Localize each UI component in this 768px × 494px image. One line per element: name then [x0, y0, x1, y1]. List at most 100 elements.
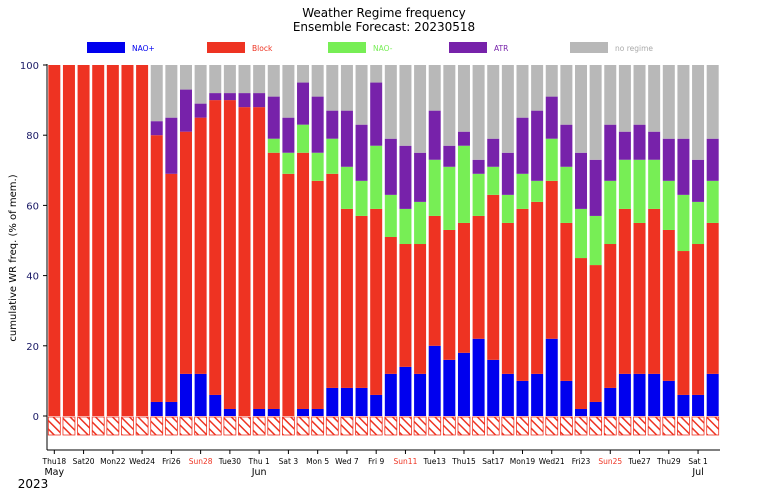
- hatch-cell-23: [384, 416, 398, 436]
- bar-naoplus-45: [706, 373, 719, 416]
- bar-no-regime-24: [399, 65, 412, 146]
- x-tick-label-26: Tue13: [423, 457, 447, 466]
- x-tick-label-24: Sun11: [394, 457, 418, 466]
- bar-naominus-32: [516, 173, 529, 209]
- bar-naoplus-43: [677, 394, 690, 416]
- month-label-jun: Jun: [251, 467, 267, 478]
- bar-no-regime-14: [253, 65, 266, 94]
- bar-atr-36: [575, 152, 588, 209]
- hatch-cell-19: [325, 416, 339, 436]
- bar-no-regime-9: [179, 65, 192, 90]
- bar-no-regime-37: [589, 65, 602, 160]
- bar-naoplus-35: [560, 380, 573, 416]
- bar-naoplus-36: [575, 408, 588, 416]
- bar-naoplus-7: [150, 401, 163, 416]
- bar-atr-20: [340, 110, 353, 167]
- y-tick-label-80: 80: [26, 131, 39, 142]
- bar-block-21: [355, 215, 368, 388]
- x-tick-label-20: Wed 7: [335, 457, 359, 466]
- bar-naoplus-44: [692, 394, 705, 416]
- bar-block-14: [253, 107, 266, 409]
- bar-naoplus-12: [223, 408, 236, 416]
- bar-no-regime-7: [150, 65, 163, 122]
- bar-naoplus-34: [545, 338, 558, 416]
- bar-naoplus-20: [340, 387, 353, 416]
- x-tick-label-30: Sat17: [482, 457, 504, 466]
- hatch-cell-1: [62, 416, 76, 436]
- hatch-cell-13: [238, 416, 251, 436]
- bar-no-regime-23: [384, 65, 397, 139]
- month-label-jul: Jul: [691, 467, 703, 478]
- bar-naominus-16: [282, 152, 295, 174]
- bar-naominus-28: [457, 145, 470, 223]
- hatch-cell-25: [413, 416, 427, 436]
- bar-naominus-15: [267, 138, 280, 153]
- y-tick-label-100: 100: [20, 61, 39, 72]
- bar-block-40: [633, 222, 646, 374]
- bar-block-28: [457, 222, 470, 353]
- bar-atr-23: [384, 138, 397, 195]
- hatch-cell-20: [340, 416, 354, 436]
- bar-naoplus-40: [633, 373, 646, 416]
- chart-title: Weather Regime frequency: [302, 6, 466, 20]
- bar-atr-30: [487, 138, 500, 167]
- bar-atr-44: [692, 159, 705, 202]
- hatch-cell-40: [633, 416, 646, 436]
- hatch-cell-43: [677, 416, 690, 436]
- month-label-may: May: [44, 467, 64, 478]
- bar-naoplus-30: [487, 359, 500, 416]
- bar-naoplus-29: [472, 338, 485, 416]
- bar-no-regime-40: [633, 65, 646, 125]
- bar-block-15: [267, 152, 280, 409]
- bar-atr-25: [414, 152, 427, 202]
- bar-block-10: [194, 117, 207, 374]
- bar-no-regime-32: [516, 65, 529, 118]
- hatch-cell-32: [516, 416, 529, 436]
- bar-atr-34: [545, 96, 558, 139]
- bar-atr-32: [516, 117, 529, 174]
- legend-label-atr: ATR: [494, 44, 508, 53]
- hatch-cell-37: [589, 416, 603, 436]
- y-axis-label: cumulative WR freq. (% of mem.): [8, 174, 19, 341]
- bar-no-regime-41: [648, 65, 661, 132]
- x-tick-label-28: Thu15: [451, 457, 476, 466]
- x-tick-label-12: Tue30: [218, 457, 242, 466]
- bar-no-regime-44: [692, 65, 705, 160]
- bar-block-38: [604, 244, 617, 388]
- bar-no-regime-34: [545, 65, 558, 97]
- bar-naominus-44: [692, 201, 705, 245]
- bar-block-9: [179, 131, 192, 374]
- hatch-cell-14: [252, 416, 266, 436]
- bar-atr-27: [443, 145, 456, 167]
- hatch-cell-18: [311, 416, 325, 436]
- bar-atr-43: [677, 138, 690, 195]
- bar-atr-12: [223, 93, 236, 101]
- x-tick-label-22: Fri 9: [368, 457, 384, 466]
- bar-no-regime-21: [355, 65, 368, 125]
- legend-label-naoplus: NAO+: [132, 44, 155, 53]
- bar-block-0: [48, 65, 61, 416]
- bar-block-34: [545, 180, 558, 339]
- hatch-cell-22: [369, 416, 383, 436]
- hatch-cell-36: [574, 416, 588, 436]
- bar-naoplus-27: [443, 359, 456, 416]
- bar-no-regime-27: [443, 65, 456, 146]
- hatch-cell-42: [662, 416, 676, 436]
- bar-naoplus-37: [589, 401, 602, 416]
- hatch-cell-34: [545, 416, 559, 436]
- bar-naominus-21: [355, 180, 368, 216]
- y-tick-label-40: 40: [26, 272, 39, 283]
- bar-block-25: [414, 244, 427, 374]
- bar-block-7: [150, 135, 163, 402]
- bar-atr-15: [267, 96, 280, 139]
- bar-no-regime-45: [706, 65, 719, 139]
- plot-area: 0 20 40 60 80 100 Thu18 Sat20 Mon22 Wed24 Fri26 Sun…: [18, 61, 720, 491]
- bar-atr-37: [589, 159, 602, 216]
- bar-naoplus-22: [370, 394, 383, 416]
- hatch-cell-2: [77, 416, 90, 436]
- bar-atr-45: [706, 138, 719, 181]
- bar-naoplus-42: [662, 380, 675, 416]
- bar-naoplus-18: [311, 408, 324, 416]
- bar-atr-28: [457, 131, 470, 146]
